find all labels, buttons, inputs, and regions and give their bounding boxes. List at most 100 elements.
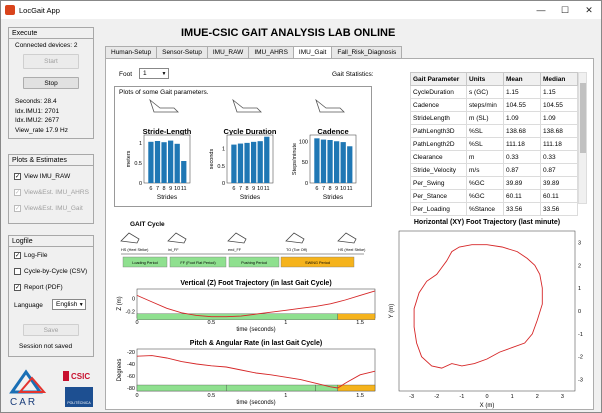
x-tick-label: 7: [322, 186, 325, 192]
table-cell: 0.87: [503, 163, 541, 177]
table-row[interactable]: Per_Stance %GC 60.11 60.11: [410, 189, 578, 203]
stop-button[interactable]: Stop: [23, 77, 79, 89]
plots-estimates-title: Plots & Estimates: [9, 155, 93, 166]
view-imu-gait-checkbox[interactable]: ✓ View&Est. IMU_Gait: [14, 205, 83, 212]
bar: [327, 140, 333, 183]
y-tick-label: 1: [139, 141, 142, 147]
x-tick-label: 10: [340, 186, 346, 192]
csic-logo-text: CSIC: [71, 371, 91, 381]
table-row[interactable]: PathLength2D %SL 111.18 111.18: [410, 137, 578, 151]
gait-cycle-diagram: GAIT Cycle HS (Heel Strike) ini_FF end_FF TO…: [116, 217, 378, 273]
column-header[interactable]: Median: [540, 72, 578, 86]
minimize-button[interactable]: —: [536, 5, 546, 15]
idx-imu1-readout: Idx.IMU1: 2701: [15, 108, 60, 115]
scrollbar-thumb[interactable]: [580, 83, 586, 153]
x-tick-label: 6: [232, 186, 235, 192]
table-cell: Cadence: [410, 98, 467, 112]
plot-area: [136, 348, 376, 392]
table-scrollbar[interactable]: [578, 72, 587, 204]
seconds-readout: Seconds: 28.4: [15, 98, 57, 105]
table-cell: %SL: [466, 137, 504, 151]
y-axis-label: Z (m): [117, 296, 123, 310]
table-row[interactable]: Stride_Velocity m/s 0.87 0.87: [410, 163, 578, 177]
y-tick-label: -2: [578, 355, 583, 361]
x-tick-label: -2: [434, 394, 439, 400]
y-tick-label: -80: [127, 386, 135, 392]
session-status: Session not saved: [19, 343, 73, 350]
table-cell: %SL: [466, 124, 504, 138]
table-cell: 111.18: [540, 137, 578, 151]
chart-title: Pitch & Angular Rate (in last Gait Cycle…: [190, 340, 322, 347]
y-tick-label: -3: [578, 378, 583, 384]
x-tick-label: 1: [511, 394, 514, 400]
table-row[interactable]: Cadence steps/min 104.55 104.55: [410, 98, 578, 112]
foot-select[interactable]: 1 ▼: [139, 68, 169, 79]
start-button[interactable]: Start: [23, 54, 79, 69]
cycle-by-cycle-checkbox[interactable]: Cycle-by-Cycle (CSV): [14, 268, 87, 275]
x-tick-label: 8: [163, 186, 166, 192]
bar: [251, 141, 257, 183]
table-cell: m: [466, 150, 504, 164]
close-button[interactable]: ✕: [585, 4, 593, 15]
gait-phase-bar: [122, 256, 168, 268]
tab-imu-raw[interactable]: IMU_RAW: [206, 46, 250, 58]
y-tick-label: 1: [578, 286, 581, 292]
upm-logo-text: POLITÉCNICA: [67, 401, 91, 405]
table-cell: Per_Swing: [410, 176, 467, 190]
tab-imu-ahrs[interactable]: IMU_AHRS: [248, 46, 294, 58]
column-header[interactable]: Gait Parameter: [410, 72, 467, 86]
tab-fall-risk-diagnosis[interactable]: Fall_Risk_Diagnosis: [331, 46, 403, 58]
x-axis-label: Strides: [240, 194, 261, 201]
log-file-checkbox[interactable]: ✓ Log-File: [14, 252, 47, 259]
y-tick-label: 50: [302, 160, 308, 166]
report-checkbox[interactable]: ✓ Report (PDF): [14, 284, 63, 291]
language-select[interactable]: English ▼: [52, 299, 86, 310]
table-cell: 0.33: [540, 150, 578, 164]
phase-band: [337, 313, 376, 320]
column-header[interactable]: Units: [466, 72, 504, 86]
logfile-title: Logfile: [9, 236, 93, 247]
view-imu-raw-checkbox[interactable]: ✓ View IMU_RAW: [14, 173, 70, 180]
table-cell: Per_Stance: [410, 189, 467, 203]
table-row[interactable]: StrideLength m (SL) 1.09 1.09: [410, 111, 578, 125]
foot-icon: [315, 98, 345, 113]
maximize-button[interactable]: ☐: [560, 4, 570, 15]
table-row[interactable]: CycleDuration s (GC) 1.15 1.15: [410, 85, 578, 99]
table-row[interactable]: Per_Swing %GC 39.89 39.89: [410, 176, 578, 190]
vertical-trajectory-chart: Vertical (Z) Foot Trajectory (in last Ga…: [117, 280, 376, 333]
connected-devices: Connected devices: 2: [15, 42, 78, 49]
y-tick-label: 0: [139, 181, 142, 187]
logfile-panel: Logfile ✓ Log-File Cycle-by-Cycle (CSV) ✓…: [8, 235, 94, 357]
tab-sensor-setup[interactable]: Sensor-Setup: [156, 46, 208, 58]
x-tick-label: 10: [174, 186, 180, 192]
table-cell: 39.89: [503, 176, 541, 190]
y-tick-label: 0.5: [134, 161, 142, 167]
view-imu-ahrs-checkbox[interactable]: ✓ View&Est. IMU_AHRS: [14, 189, 89, 196]
table-cell: PathLength3D: [410, 124, 467, 138]
column-header[interactable]: Mean: [503, 72, 541, 86]
gait-phase-label: Pushing Period: [241, 261, 267, 265]
x-tick-label: 1: [284, 393, 287, 399]
window-title: LocGait App: [19, 5, 60, 15]
table-cell: 104.55: [503, 98, 541, 112]
foot-icon: [337, 232, 357, 244]
title-bar: LocGait App — ☐ ✕: [1, 1, 601, 19]
table-row[interactable]: Per_Loading %Stance 33.56 33.56: [410, 202, 578, 216]
table-cell: 60.11: [503, 189, 541, 203]
bar-chart-title: Cycle Duration: [224, 127, 277, 136]
save-button[interactable]: Save: [23, 324, 79, 336]
gait-phase-label: FF (Foot Flat Period): [180, 261, 216, 265]
table-cell: Stride_Velocity: [410, 163, 467, 177]
x-tick-label: 3: [561, 394, 564, 400]
x-axis-label: Strides: [157, 194, 178, 201]
foot-icon: [227, 232, 247, 244]
view-imu-raw-label: View IMU_RAW: [24, 173, 71, 180]
x-tick-label: 6: [315, 186, 318, 192]
table-row[interactable]: PathLength3D %SL 138.68 138.68: [410, 124, 578, 138]
tab-human-setup[interactable]: Human-Setup: [105, 46, 158, 58]
table-cell: 138.68: [540, 124, 578, 138]
bar-chart-title: Cadence: [317, 127, 348, 136]
y-tick-label: -20: [127, 350, 135, 356]
table-row[interactable]: Clearance m 0.33 0.33: [410, 150, 578, 164]
